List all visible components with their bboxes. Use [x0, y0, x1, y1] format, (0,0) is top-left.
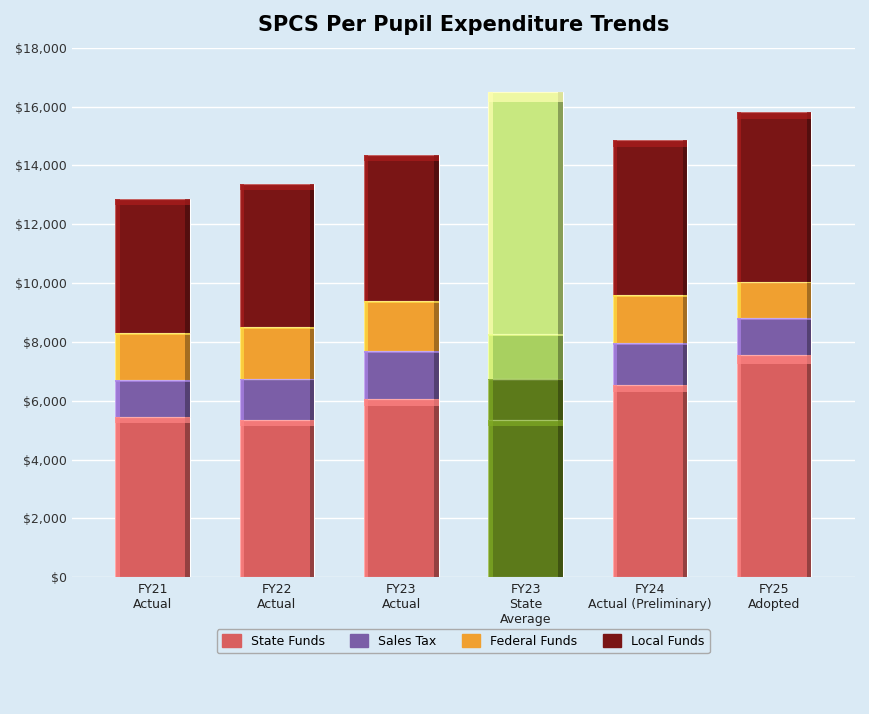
Bar [239, 378, 314, 381]
Bar [488, 420, 492, 577]
Bar [363, 399, 438, 577]
Bar [488, 92, 562, 101]
Bar [239, 420, 314, 577]
Bar [736, 318, 740, 355]
Bar [736, 355, 811, 364]
Bar [736, 355, 740, 577]
Bar [612, 385, 616, 577]
Bar [612, 385, 687, 392]
Bar [434, 301, 438, 351]
Bar [309, 420, 314, 577]
Bar [115, 199, 189, 333]
Bar [736, 355, 811, 577]
Bar [239, 327, 314, 329]
Bar [239, 184, 314, 327]
Bar [115, 380, 189, 417]
Bar [115, 199, 189, 204]
Bar [309, 184, 314, 327]
Bar [612, 343, 687, 385]
Bar [185, 199, 189, 333]
Bar [612, 385, 687, 577]
Bar [239, 184, 314, 190]
Bar [115, 333, 189, 335]
Bar [363, 155, 438, 301]
Bar [612, 343, 616, 385]
Bar [558, 334, 562, 378]
Bar [558, 420, 562, 577]
Bar [363, 301, 368, 351]
Bar [309, 327, 314, 378]
Bar [682, 385, 687, 577]
Bar [239, 378, 314, 420]
Bar [115, 380, 120, 417]
Legend: State Funds, Sales Tax, Federal Funds, Local Funds: State Funds, Sales Tax, Federal Funds, L… [216, 630, 709, 653]
Bar [736, 318, 811, 320]
Bar [488, 420, 562, 577]
Bar [115, 417, 189, 577]
Bar [612, 295, 616, 343]
Bar [488, 378, 562, 420]
Bar [558, 92, 562, 334]
Bar [239, 184, 244, 327]
Bar [363, 155, 438, 161]
Bar [612, 295, 687, 343]
Bar [363, 399, 368, 577]
Bar [488, 378, 492, 420]
Bar [185, 380, 189, 417]
Bar [115, 199, 120, 333]
Bar [612, 141, 616, 295]
Bar [736, 112, 811, 281]
Bar [363, 399, 438, 406]
Bar [115, 333, 189, 380]
Bar [488, 334, 562, 336]
Bar [488, 92, 492, 334]
Bar [434, 399, 438, 577]
Bar [363, 301, 438, 303]
Bar [239, 420, 244, 577]
Bar [488, 334, 492, 378]
Bar [434, 351, 438, 399]
Bar [185, 417, 189, 577]
Bar [682, 295, 687, 343]
Bar [488, 420, 562, 426]
Bar [115, 417, 120, 577]
Bar [736, 112, 811, 119]
Bar [115, 417, 189, 423]
Bar [363, 351, 368, 399]
Bar [736, 281, 811, 283]
Bar [488, 378, 562, 381]
Bar [612, 343, 687, 345]
Bar [806, 355, 811, 577]
Bar [309, 378, 314, 420]
Title: SPCS Per Pupil Expenditure Trends: SPCS Per Pupil Expenditure Trends [257, 15, 668, 35]
Bar [239, 327, 314, 378]
Bar [239, 327, 244, 378]
Bar [115, 333, 120, 380]
Bar [239, 420, 314, 426]
Bar [185, 333, 189, 380]
Bar [736, 281, 740, 318]
Bar [806, 112, 811, 281]
Bar [363, 155, 368, 301]
Bar [612, 295, 687, 297]
Bar [363, 301, 438, 351]
Bar [682, 141, 687, 295]
Bar [363, 351, 438, 399]
Bar [612, 141, 687, 295]
Bar [488, 92, 562, 334]
Bar [612, 141, 687, 146]
Bar [115, 380, 189, 381]
Bar [434, 155, 438, 301]
Bar [806, 318, 811, 355]
Bar [736, 281, 811, 318]
Bar [363, 351, 438, 353]
Bar [736, 112, 740, 281]
Bar [806, 281, 811, 318]
Bar [558, 378, 562, 420]
Bar [736, 318, 811, 355]
Bar [682, 343, 687, 385]
Bar [239, 378, 244, 420]
Bar [488, 334, 562, 378]
